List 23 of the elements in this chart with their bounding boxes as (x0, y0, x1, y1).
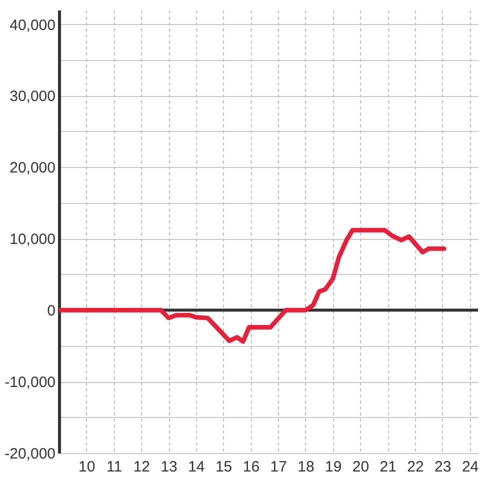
x-tick-label: 17 (270, 458, 287, 476)
x-tick-label: 13 (160, 458, 178, 476)
y-tick-label: 0 (47, 302, 56, 320)
x-tick-label: 23 (434, 458, 452, 476)
y-tick-label: 20,000 (10, 160, 56, 177)
x-tick-label: 16 (242, 458, 260, 476)
y-tick-label: 30,000 (10, 88, 56, 106)
x-tick-label: 10 (78, 458, 96, 476)
y-tick-label: -10,000 (4, 374, 56, 392)
y-tick-label: -20,000 (4, 446, 56, 462)
x-tick-label: 15 (215, 458, 232, 476)
x-tick-label: 20 (352, 458, 370, 476)
x-tick-label: 24 (462, 458, 479, 476)
x-tick-label: 12 (133, 458, 150, 476)
line-series (59, 228, 446, 344)
x-tick-label: 21 (380, 458, 396, 476)
x-tick-label: 14 (188, 458, 205, 476)
x-tick-label: 18 (298, 458, 314, 476)
y-tick-label: 10,000 (10, 231, 56, 248)
x-tick-label: 11 (106, 458, 122, 476)
x-tick-label: 22 (407, 458, 424, 476)
y-tick-label: 40,000 (10, 16, 56, 34)
x-tick-label: 19 (325, 458, 342, 476)
